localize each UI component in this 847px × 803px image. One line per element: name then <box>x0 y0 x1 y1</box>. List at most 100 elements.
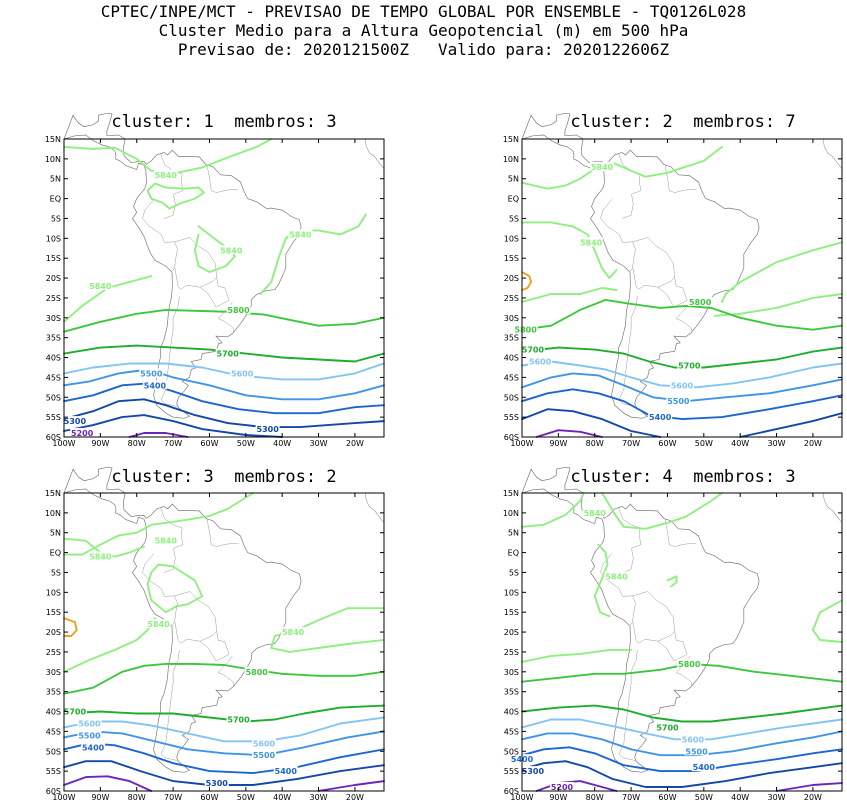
lat-tick-label: 15S <box>504 608 519 617</box>
contour-label-bg <box>655 722 680 732</box>
lon-tick-label: 100W <box>52 793 75 802</box>
contour-label: 5300 <box>257 425 280 434</box>
lon-tick-label: 40W <box>273 439 291 448</box>
contour-label-bg <box>590 161 614 171</box>
lat-tick-label: EQ <box>508 195 519 204</box>
contour-5500 <box>63 730 385 757</box>
lon-tick-label: 70W <box>622 439 640 448</box>
lat-tick-label: 30S <box>504 668 519 677</box>
contour-5840 <box>146 182 205 210</box>
lon-tick-label: 100W <box>510 439 533 448</box>
lat-tick-label: 45S <box>504 727 519 736</box>
header-line-3: Previsao de: 2020121500Z Valido para: 20… <box>177 40 670 59</box>
contour-5200 <box>775 782 843 792</box>
contour-5840 <box>601 492 723 530</box>
contour-label: 5500 <box>140 369 163 378</box>
contour-label: 5840 <box>147 620 170 629</box>
contour-5600 <box>521 718 843 741</box>
contour-label-bg <box>579 237 604 247</box>
lat-tick-label: 5N <box>508 529 519 538</box>
africa-coast <box>822 138 843 170</box>
lon-tick-label: 40W <box>731 439 749 448</box>
lat-tick-label: 20S <box>46 274 61 283</box>
contour-label: 5840 <box>580 238 603 247</box>
contour-label: 5840 <box>89 282 112 291</box>
contour-label: 5800 <box>246 668 269 677</box>
country-border <box>199 631 230 662</box>
contour-5400 <box>63 382 385 415</box>
lat-tick-label: 60S <box>46 787 61 796</box>
contour-label-bg <box>520 766 545 776</box>
header-line-2: Cluster Medio para a Altura Geopotencial… <box>158 21 689 40</box>
contour-5300 <box>521 408 662 438</box>
lon-tick-label: 20W <box>804 439 822 448</box>
panel-title-3: cluster: 3 membros: 2 <box>111 467 337 487</box>
country-border <box>657 277 688 308</box>
lon-tick-label: 90W <box>91 439 109 448</box>
contour-label: 5300 <box>64 417 87 426</box>
contour-label-bg <box>680 734 705 744</box>
contour-label: 5500 <box>78 731 101 740</box>
contour-5500 <box>63 368 385 401</box>
country-border <box>206 518 239 547</box>
country-border <box>664 518 697 547</box>
lat-tick-label: 10S <box>46 588 61 597</box>
lat-tick-label: 5S <box>51 568 61 577</box>
country-border <box>160 295 180 408</box>
map-panel-1: 5840 5840 5840 5840 5800 5700 5600 5500 5400 5300… <box>45 112 385 448</box>
country-border <box>199 277 230 308</box>
lat-tick-label: 55S <box>504 767 519 776</box>
contour-label: 5200 <box>551 783 574 792</box>
contour-label-bg <box>688 296 713 306</box>
contour-label-bg <box>670 380 694 390</box>
country-border <box>618 649 638 762</box>
contour-label: 5800 <box>515 326 538 335</box>
lat-tick-label: 5N <box>508 175 519 184</box>
panel-title-1: cluster: 1 membros: 3 <box>111 112 337 132</box>
contour-label: 5300 <box>206 779 229 788</box>
lat-tick-label: 15N <box>503 135 519 144</box>
contour-label: 5400 <box>275 767 298 776</box>
contour-5840 <box>521 145 723 190</box>
contour-5600 <box>521 360 843 389</box>
lat-tick-label: 25S <box>504 648 519 657</box>
contour-5840 <box>721 241 843 303</box>
lat-tick-label: 50S <box>46 393 61 402</box>
contour-label-bg <box>582 507 607 517</box>
lat-tick-label: 60S <box>46 433 61 442</box>
lat-tick-label: 35S <box>46 688 61 697</box>
contour-5500 <box>521 372 843 403</box>
lat-tick-label: 30S <box>46 668 61 677</box>
lon-tick-label: 80W <box>586 439 604 448</box>
lon-tick-label: 70W <box>622 793 640 802</box>
contour-5600 <box>63 716 385 743</box>
contour-label-bg <box>77 718 102 728</box>
lon-tick-label: 70W <box>164 439 182 448</box>
contour-label: 5700 <box>656 723 679 732</box>
contour-label-bg <box>215 348 240 358</box>
contour-label-bg <box>666 396 691 406</box>
coastline <box>63 112 302 419</box>
contour-label-bg <box>62 416 87 426</box>
lat-tick-label: 55S <box>46 413 61 422</box>
map-panel-2: 5840 5840 5800 5800 5700 5700 5600 5600 5500 5400… <box>503 112 843 448</box>
lat-tick-label: 20S <box>504 274 519 283</box>
lon-tick-label: 60W <box>658 439 676 448</box>
africa-coast <box>364 138 385 170</box>
contour-label: 5500 <box>685 747 708 756</box>
country-border <box>618 154 642 219</box>
contour-label: 5800 <box>689 298 712 307</box>
lon-tick-label: 90W <box>549 793 567 802</box>
contour-label-bg <box>81 742 106 752</box>
contour-label: 5840 <box>289 230 312 239</box>
lat-tick-label: 60S <box>504 433 519 442</box>
contour-5200 <box>317 780 385 792</box>
contour-5200 <box>63 775 153 792</box>
contour-label: 5500 <box>667 397 690 406</box>
contour-label: 5600 <box>78 719 101 728</box>
lon-tick-label: 60W <box>658 793 676 802</box>
contour-label: 5700 <box>678 361 701 370</box>
country-border <box>206 164 239 193</box>
lat-tick-label: 45S <box>46 373 61 382</box>
lat-tick-label: 30S <box>504 314 519 323</box>
